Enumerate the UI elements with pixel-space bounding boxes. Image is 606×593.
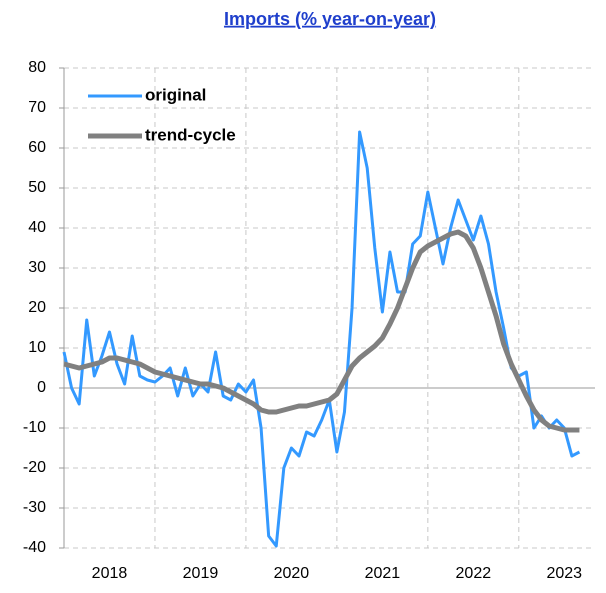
chart-title: Imports (% year-on-year)	[224, 9, 436, 29]
y-tick-label: 80	[28, 59, 46, 76]
x-tick-label: 2023	[546, 565, 582, 582]
y-tick-label: 30	[28, 259, 46, 276]
x-tick-label: 2018	[92, 565, 128, 582]
y-tick-label: -10	[23, 419, 46, 436]
y-tick-label: 20	[28, 299, 46, 316]
y-tick-label: -30	[23, 499, 46, 516]
series-line	[62, 130, 581, 548]
y-tick-label: -20	[23, 459, 46, 476]
x-tick-label: 2020	[274, 565, 310, 582]
x-tick-label: 2019	[183, 565, 219, 582]
x-tick-label: 2021	[365, 565, 401, 582]
legend-label: trend-cycle	[145, 125, 236, 144]
legend-label: original	[145, 85, 206, 104]
y-tick-label: -40	[23, 539, 46, 556]
y-tick-label: 60	[28, 139, 46, 156]
y-tick-label: 0	[37, 379, 46, 396]
y-tick-label: 10	[28, 339, 46, 356]
y-tick-label: 70	[28, 99, 46, 116]
series-line	[63, 229, 580, 433]
y-tick-label: 40	[28, 219, 46, 236]
x-tick-label: 2022	[456, 565, 492, 582]
y-tick-label: 50	[28, 179, 46, 196]
